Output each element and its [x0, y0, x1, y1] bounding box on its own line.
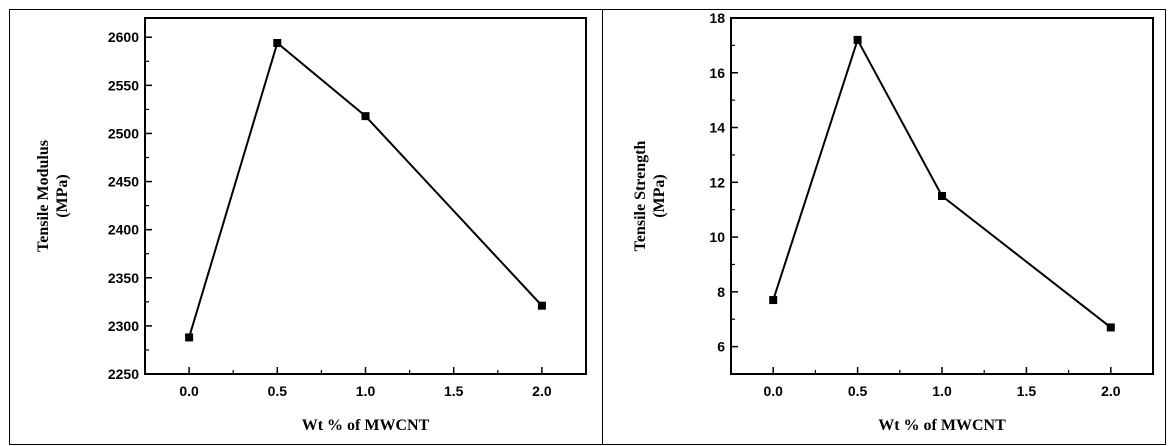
data-point-marker [537, 301, 546, 310]
x-tick-label: 1.5 [1017, 383, 1037, 399]
data-point-marker [1106, 323, 1115, 332]
y-tick-label: 2600 [108, 29, 139, 45]
y-tick-label: 2250 [108, 366, 139, 382]
y-tick-label: 2550 [108, 77, 139, 93]
y-tick-label: 2500 [108, 125, 139, 141]
series-line [772, 37, 1112, 329]
y-tick-label: 2450 [108, 174, 139, 190]
x-tick-label: 0.5 [848, 383, 868, 399]
y-tick-label: 6 [717, 339, 725, 355]
y-tick-label: 14 [709, 120, 725, 136]
data-point-marker [769, 296, 778, 305]
x-tick-label: 0.0 [763, 383, 783, 399]
y-tick-label: 18 [709, 10, 725, 26]
x-tick-label: 1.5 [444, 383, 464, 399]
y-tick-label: 12 [709, 174, 725, 190]
y-axis-title: (MPa) [651, 174, 668, 218]
y-tick-label: 10 [709, 229, 725, 245]
data-point-marker [273, 39, 282, 48]
y-tick-label: 2350 [108, 270, 139, 286]
data-point-marker [853, 35, 862, 44]
y-tick-label: 16 [709, 65, 725, 81]
x-tick-label: 2.0 [532, 383, 552, 399]
y-axis-title: (MPa) [54, 174, 71, 218]
tensile-modulus-panel: 2250 2300 2350 2400 2450 2500 2550 2600 0.0 0.5 1.… [9, 9, 603, 445]
x-tick-label: 0.0 [179, 383, 199, 399]
plot-frame [144, 17, 587, 375]
tensile-strength-panel: 6 8 10 12 14 16 18 0.0 0.5 1.0 1.5 2.0 Wt % of MWCNT… [602, 9, 1166, 445]
y-tick-label: 2400 [108, 222, 139, 238]
data-point-marker [361, 112, 370, 121]
series-line [188, 41, 543, 338]
tensile-strength-chart: 6 8 10 12 14 16 18 0.0 0.5 1.0 1.5 2.0 Wt % of MWCNT… [632, 10, 1154, 434]
y-tick-label: 2300 [108, 318, 139, 334]
y-axis-title: Tensile Strength [632, 141, 649, 252]
x-axis-title: Wt % of MWCNT [302, 417, 430, 434]
x-tick-label: 1.0 [356, 383, 376, 399]
x-tick-label: 1.0 [932, 383, 952, 399]
data-point-marker [938, 192, 946, 200]
y-axis-title: Tensile Modulus [35, 140, 52, 252]
x-axis-title: Wt % of MWCNT [878, 417, 1006, 434]
x-tick-label: 2.0 [1101, 383, 1121, 399]
x-tick-label: 0.5 [268, 383, 288, 399]
data-point-marker [185, 333, 194, 342]
tensile-modulus-chart: 2250 2300 2350 2400 2450 2500 2550 2600 0.0 0.5 1.… [35, 17, 587, 434]
y-tick-label: 8 [717, 284, 725, 300]
